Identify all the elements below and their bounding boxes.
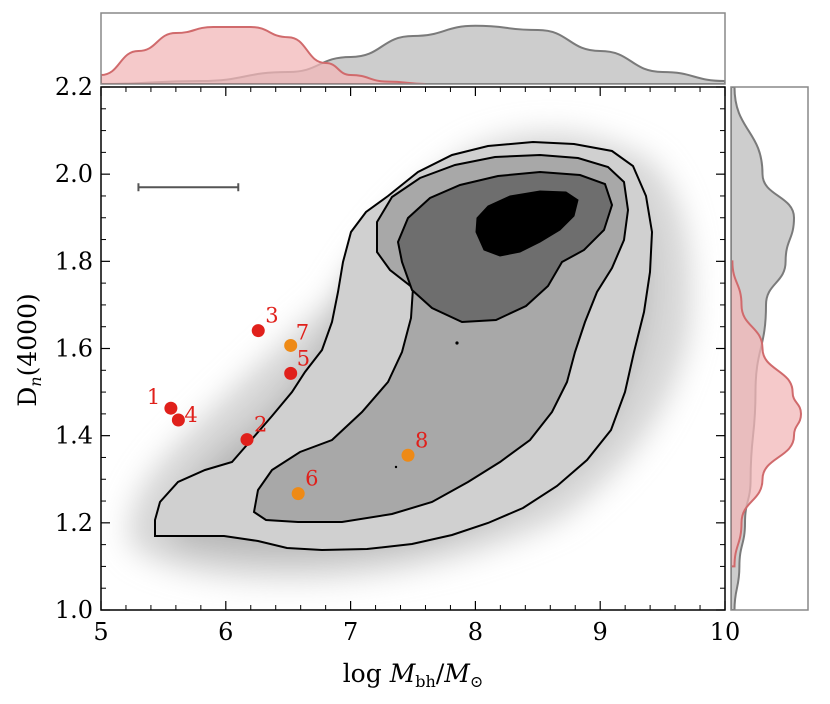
data-point-label: 3 bbox=[265, 304, 278, 328]
x-tick-label: 9 bbox=[593, 618, 608, 646]
points-layer: 1 2 3 4 5 6 7 8 bbox=[147, 304, 428, 501]
data-point-2 bbox=[240, 433, 254, 447]
data-point-label: 4 bbox=[184, 403, 197, 427]
data-point-1 bbox=[164, 401, 178, 415]
y-tick-label: 1.2 bbox=[55, 509, 93, 537]
y-axis-label: Dn(4000) bbox=[13, 293, 45, 407]
x-tick-label: 8 bbox=[468, 618, 483, 646]
y-tick-label: 1.8 bbox=[55, 247, 93, 275]
data-point-6 bbox=[291, 487, 305, 501]
data-point-4 bbox=[171, 413, 185, 427]
data-point-label: 1 bbox=[147, 385, 160, 409]
y-axis-ticks: 1.0 1.2 1.4 1.6 1.8 2.0 2.2 bbox=[55, 73, 725, 624]
data-point-label: 2 bbox=[254, 413, 267, 437]
data-point-8 bbox=[401, 448, 415, 462]
x-tick-label: 10 bbox=[710, 618, 741, 646]
data-point-label: 6 bbox=[305, 467, 318, 491]
contour-speck bbox=[455, 341, 459, 345]
y-tick-label: 1.4 bbox=[55, 422, 93, 450]
right-marginal bbox=[730, 86, 809, 611]
right-marginal-frame bbox=[730, 86, 809, 611]
data-point-label: 5 bbox=[297, 346, 310, 370]
y-tick-label: 2.2 bbox=[55, 73, 93, 101]
y-tick-label: 1.6 bbox=[55, 335, 93, 363]
top-marginal-density bbox=[101, 25, 426, 84]
data-point-label: 8 bbox=[415, 428, 428, 452]
contour-speck bbox=[394, 465, 398, 469]
x-axis-label: log Mbh/M⊙ bbox=[343, 659, 484, 691]
top-marginal bbox=[100, 12, 726, 85]
data-point-label: 7 bbox=[296, 320, 309, 344]
x-tick-label: 7 bbox=[343, 618, 358, 646]
x-tick-label: 6 bbox=[218, 618, 233, 646]
right-marginal-density bbox=[731, 260, 803, 568]
y-tick-label: 1.0 bbox=[55, 596, 93, 624]
contour-level-4 bbox=[475, 190, 579, 257]
data-point-3 bbox=[251, 324, 265, 338]
x-tick-label: 5 bbox=[93, 618, 108, 646]
x-axis-ticks: 5 6 7 8 9 10 bbox=[93, 87, 740, 646]
y-tick-label: 2.0 bbox=[55, 160, 93, 188]
top-marginal-frame bbox=[100, 12, 726, 85]
data-point-7 bbox=[284, 338, 298, 352]
data-point-5 bbox=[284, 366, 298, 380]
density-layer bbox=[128, 132, 692, 580]
error-bar bbox=[137, 183, 240, 192]
